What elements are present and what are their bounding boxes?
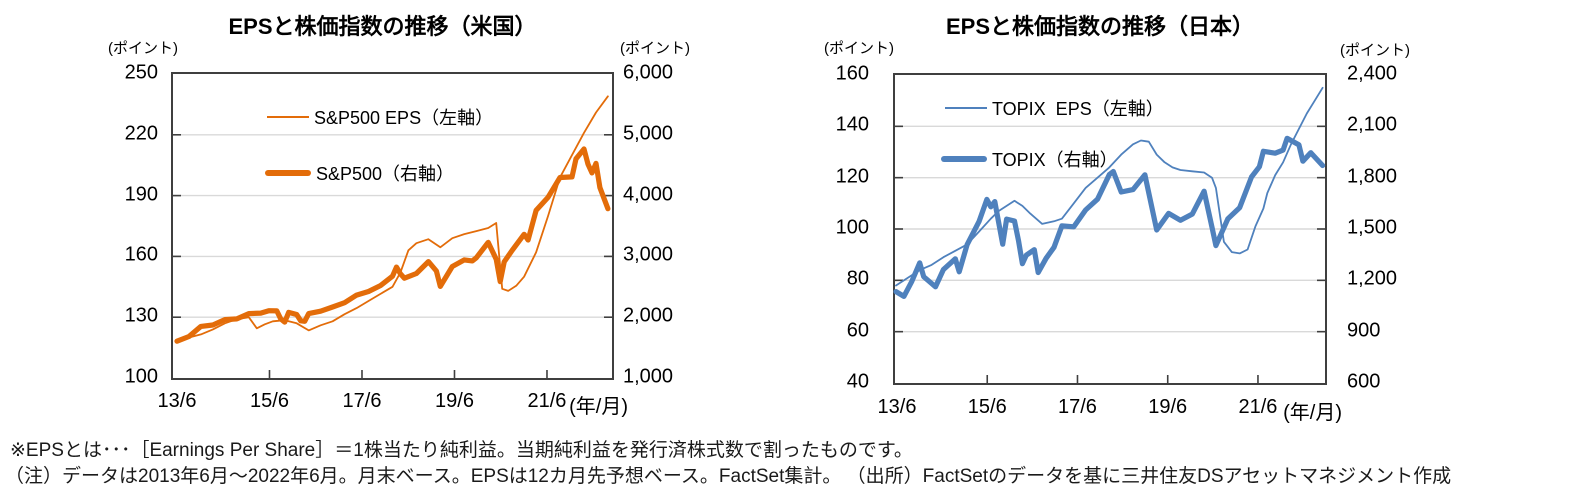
us-left-axis-unit-label: (ポイント): [108, 40, 178, 57]
right-axis-tick-label: 4,000: [623, 183, 674, 206]
legend-label: S&P500 EPS（左軸）: [314, 108, 494, 128]
left-axis-tick-label: 100: [124, 365, 158, 388]
us-plot-area: [171, 72, 614, 380]
plot-border: [893, 73, 1327, 385]
plot-border: [171, 72, 614, 380]
left-axis-tick-label: 140: [835, 113, 869, 136]
x-axis-tick-label: 17/6: [342, 390, 382, 412]
jp-right-axis-unit-label: (ポイント): [1340, 42, 1410, 59]
topix-price-line: [893, 135, 1326, 299]
left-axis-tick-label: 40: [846, 370, 869, 393]
us-x-axis-unit-label: (年/月): [569, 396, 628, 418]
left-axis-tick-label: 60: [846, 319, 869, 342]
right-axis-tick-label: 2,400: [1347, 62, 1398, 85]
left-axis-tick-label: 80: [846, 267, 869, 290]
right-axis-tick-label: 2,100: [1347, 113, 1398, 136]
legend-label: TOPIX（右軸）: [992, 150, 1118, 170]
plot-svg: [893, 73, 1327, 385]
x-axis-tick-label: 15/6: [967, 396, 1007, 418]
left-axis-tick-label: 120: [835, 165, 869, 188]
x-axis-tick-label: 19/6: [435, 390, 474, 412]
legend-label: TOPIX EPS（左軸）: [992, 99, 1164, 119]
jp-legend-item-price: TOPIX（右軸）: [941, 146, 1118, 172]
x-axis-tick-label: 21/6: [1238, 396, 1278, 418]
x-axis-tick-label: 13/6: [157, 390, 197, 412]
left-axis-tick-label: 250: [124, 61, 158, 84]
legend-label: S&P500（右軸）: [316, 164, 455, 184]
jp-left-axis-unit-label: (ポイント): [824, 40, 894, 57]
jp-x-axis-unit-label: (年/月): [1283, 402, 1342, 424]
thin-line-swatch-icon: [945, 107, 987, 109]
thick-line-swatch-icon: [941, 156, 987, 162]
right-axis-tick-label: 1,000: [623, 365, 674, 388]
sp500-eps-line: [176, 95, 609, 343]
chart-title-jp: EPSと株価指数の推移（日本）: [945, 14, 1255, 39]
right-axis-tick-label: 1,500: [1347, 216, 1398, 239]
right-axis-tick-label: 1,800: [1347, 165, 1398, 188]
us-right-axis-unit-label: (ポイント): [620, 40, 690, 57]
chart-title-us: EPSと株価指数の推移（米国）: [228, 14, 537, 39]
sp500-price-line: [174, 146, 611, 344]
us-legend-item-price: S&P500（右軸）: [265, 160, 454, 186]
right-axis-tick-label: 6,000: [623, 61, 674, 84]
right-axis-tick-label: 2,000: [623, 304, 674, 327]
plot-svg: [171, 72, 614, 380]
x-axis-tick-label: 13/6: [877, 396, 917, 418]
right-axis-tick-label: 900: [1347, 319, 1381, 342]
right-axis-tick-label: 3,000: [623, 243, 674, 266]
footnote-eps-definition: ※EPSとは･･･［Earnings Per Share］＝1株当たり純利益。当…: [10, 440, 913, 461]
jp-legend-item-eps: TOPIX EPS（左軸）: [945, 95, 1164, 121]
jp-plot-area: [893, 73, 1327, 385]
left-axis-tick-label: 160: [124, 243, 158, 266]
right-axis-tick-label: 1,200: [1347, 267, 1398, 290]
footnote-data-source: （注）データは2013年6月～2022年6月。月末ベース。EPSは12カ月先予想…: [5, 466, 1452, 487]
x-axis-tick-label: 15/6: [250, 390, 289, 412]
x-axis-tick-label: 19/6: [1148, 396, 1188, 418]
left-axis-tick-label: 100: [835, 216, 869, 239]
x-axis-tick-label: 17/6: [1058, 396, 1097, 418]
right-axis-tick-label: 5,000: [623, 122, 674, 145]
thick-line-swatch-icon: [265, 170, 311, 176]
left-axis-tick-label: 220: [124, 122, 158, 145]
topix-eps-line: [895, 86, 1324, 287]
left-axis-tick-label: 160: [835, 62, 869, 85]
x-axis-tick-label: 21/6: [527, 390, 567, 412]
left-axis-tick-label: 190: [124, 183, 158, 206]
left-axis-tick-label: 130: [124, 304, 158, 327]
thin-line-swatch-icon: [267, 116, 309, 118]
right-axis-tick-label: 600: [1347, 370, 1381, 393]
us-legend-item-eps: S&P500 EPS（左軸）: [267, 104, 493, 130]
